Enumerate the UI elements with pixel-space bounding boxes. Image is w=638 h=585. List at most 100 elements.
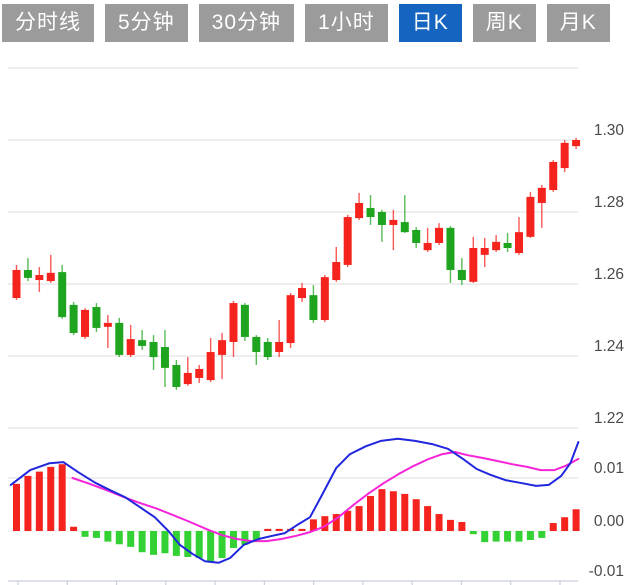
dea-line: [71, 451, 580, 543]
macd-bar: [13, 483, 20, 531]
candle-body: [332, 262, 341, 281]
candle-body: [115, 322, 124, 355]
macd-bar: [481, 531, 489, 543]
candle-body: [218, 340, 227, 355]
macd-bar: [458, 521, 466, 531]
macd-bar: [412, 499, 420, 531]
macd-bar: [58, 464, 66, 531]
macd-bar: [252, 531, 260, 542]
grid-lines: [8, 67, 578, 532]
macd-bar: [378, 489, 386, 531]
axis-labels: 1.30 1.28 1.26 1.24 1.22 0.01 0.00 -0.01: [589, 122, 625, 580]
candle-body: [526, 196, 535, 237]
macd-bar: [195, 531, 203, 559]
macd-bar: [115, 531, 123, 545]
macd-bar: [92, 531, 100, 538]
macd-lines: [9, 437, 580, 564]
macd-bar: [298, 528, 306, 531]
macd-bar: [218, 531, 226, 559]
macd-bar: [321, 516, 329, 531]
dif-line: [9, 437, 580, 564]
macd-bar: [241, 531, 249, 545]
candle-body: [286, 295, 295, 344]
macd-bar: [127, 531, 135, 547]
candle-body: [240, 304, 249, 337]
candle-body: [58, 272, 67, 318]
candle-body: [195, 368, 204, 378]
macd-bar: [538, 531, 546, 538]
candle-body: [457, 269, 466, 281]
macd-bar: [47, 466, 55, 531]
candle-body: [35, 275, 44, 281]
candle-body: [12, 269, 21, 299]
macd-histogram: [13, 464, 580, 562]
axis-tick-label: 1.22: [594, 410, 624, 427]
tab-5min[interactable]: 5分钟: [105, 4, 188, 42]
macd-bar: [344, 510, 352, 531]
axis-tick-label: 1.24: [594, 338, 625, 355]
candles: [12, 137, 581, 390]
macd-bar: [401, 493, 409, 531]
macd-bar: [161, 531, 169, 554]
candle-body: [320, 277, 329, 320]
candle-body: [412, 230, 421, 243]
candle-body: [298, 287, 306, 299]
candle-body: [275, 341, 284, 353]
candle-body: [537, 187, 546, 203]
macd-bar: [515, 531, 523, 542]
macd-bar: [104, 531, 112, 542]
macd-bar: [229, 531, 237, 548]
candle-body: [138, 340, 147, 346]
candle-body: [435, 227, 444, 243]
macd-bar: [367, 496, 375, 531]
candle-body: [252, 336, 261, 353]
macd-bar: [561, 517, 569, 531]
tab-time-line[interactable]: 分时线: [2, 4, 94, 42]
tab-monthly-k[interactable]: 月K: [546, 4, 610, 42]
macd-bar: [549, 523, 557, 531]
macd-bar: [207, 531, 215, 562]
interval-tab-bar: 分时线 5分钟 30分钟 1小时 日K 周K 月K: [2, 4, 610, 42]
candle-body: [480, 248, 489, 255]
macd-bar: [424, 506, 432, 531]
candle-body: [183, 372, 192, 385]
candle-body: [69, 304, 78, 333]
axis-tick-label: 1.30: [594, 122, 625, 139]
candle-body: [229, 303, 238, 342]
tab-daily-k[interactable]: 日K: [398, 4, 462, 42]
axis-tick-label: 1.26: [594, 266, 624, 283]
macd-bar: [526, 531, 534, 541]
tab-1hour[interactable]: 1小时: [305, 4, 388, 42]
candle-body: [103, 322, 112, 327]
macd-bar: [469, 531, 477, 535]
macd-bar: [275, 528, 283, 531]
macd-bar: [35, 471, 43, 531]
candle-body: [343, 217, 352, 265]
tab-30min[interactable]: 30分钟: [198, 4, 295, 42]
candle-body: [126, 339, 135, 355]
x-axis: [8, 580, 578, 585]
candle-body: [366, 208, 375, 218]
candle-body: [492, 241, 501, 251]
candle-body: [446, 227, 455, 270]
axis-tick-label: 1.28: [594, 194, 624, 211]
candle-body: [23, 269, 32, 278]
candle-body: [206, 352, 215, 381]
candle-body: [149, 341, 158, 358]
tab-weekly-k[interactable]: 周K: [472, 4, 536, 42]
axis-tick-label: 0.00: [594, 513, 625, 530]
macd-bar: [492, 531, 500, 542]
macd-bar: [504, 531, 512, 542]
macd-bar: [332, 514, 340, 531]
candle-body: [263, 341, 272, 358]
candle-body: [46, 272, 55, 282]
macd-bar: [572, 509, 580, 531]
candle-body: [81, 309, 90, 337]
macd-bar: [150, 531, 158, 555]
candle-body: [560, 142, 569, 169]
candle-body: [355, 203, 364, 219]
axis-tick-label: -0.01: [589, 563, 624, 580]
candle-body: [309, 295, 318, 320]
candle-body: [389, 219, 398, 225]
